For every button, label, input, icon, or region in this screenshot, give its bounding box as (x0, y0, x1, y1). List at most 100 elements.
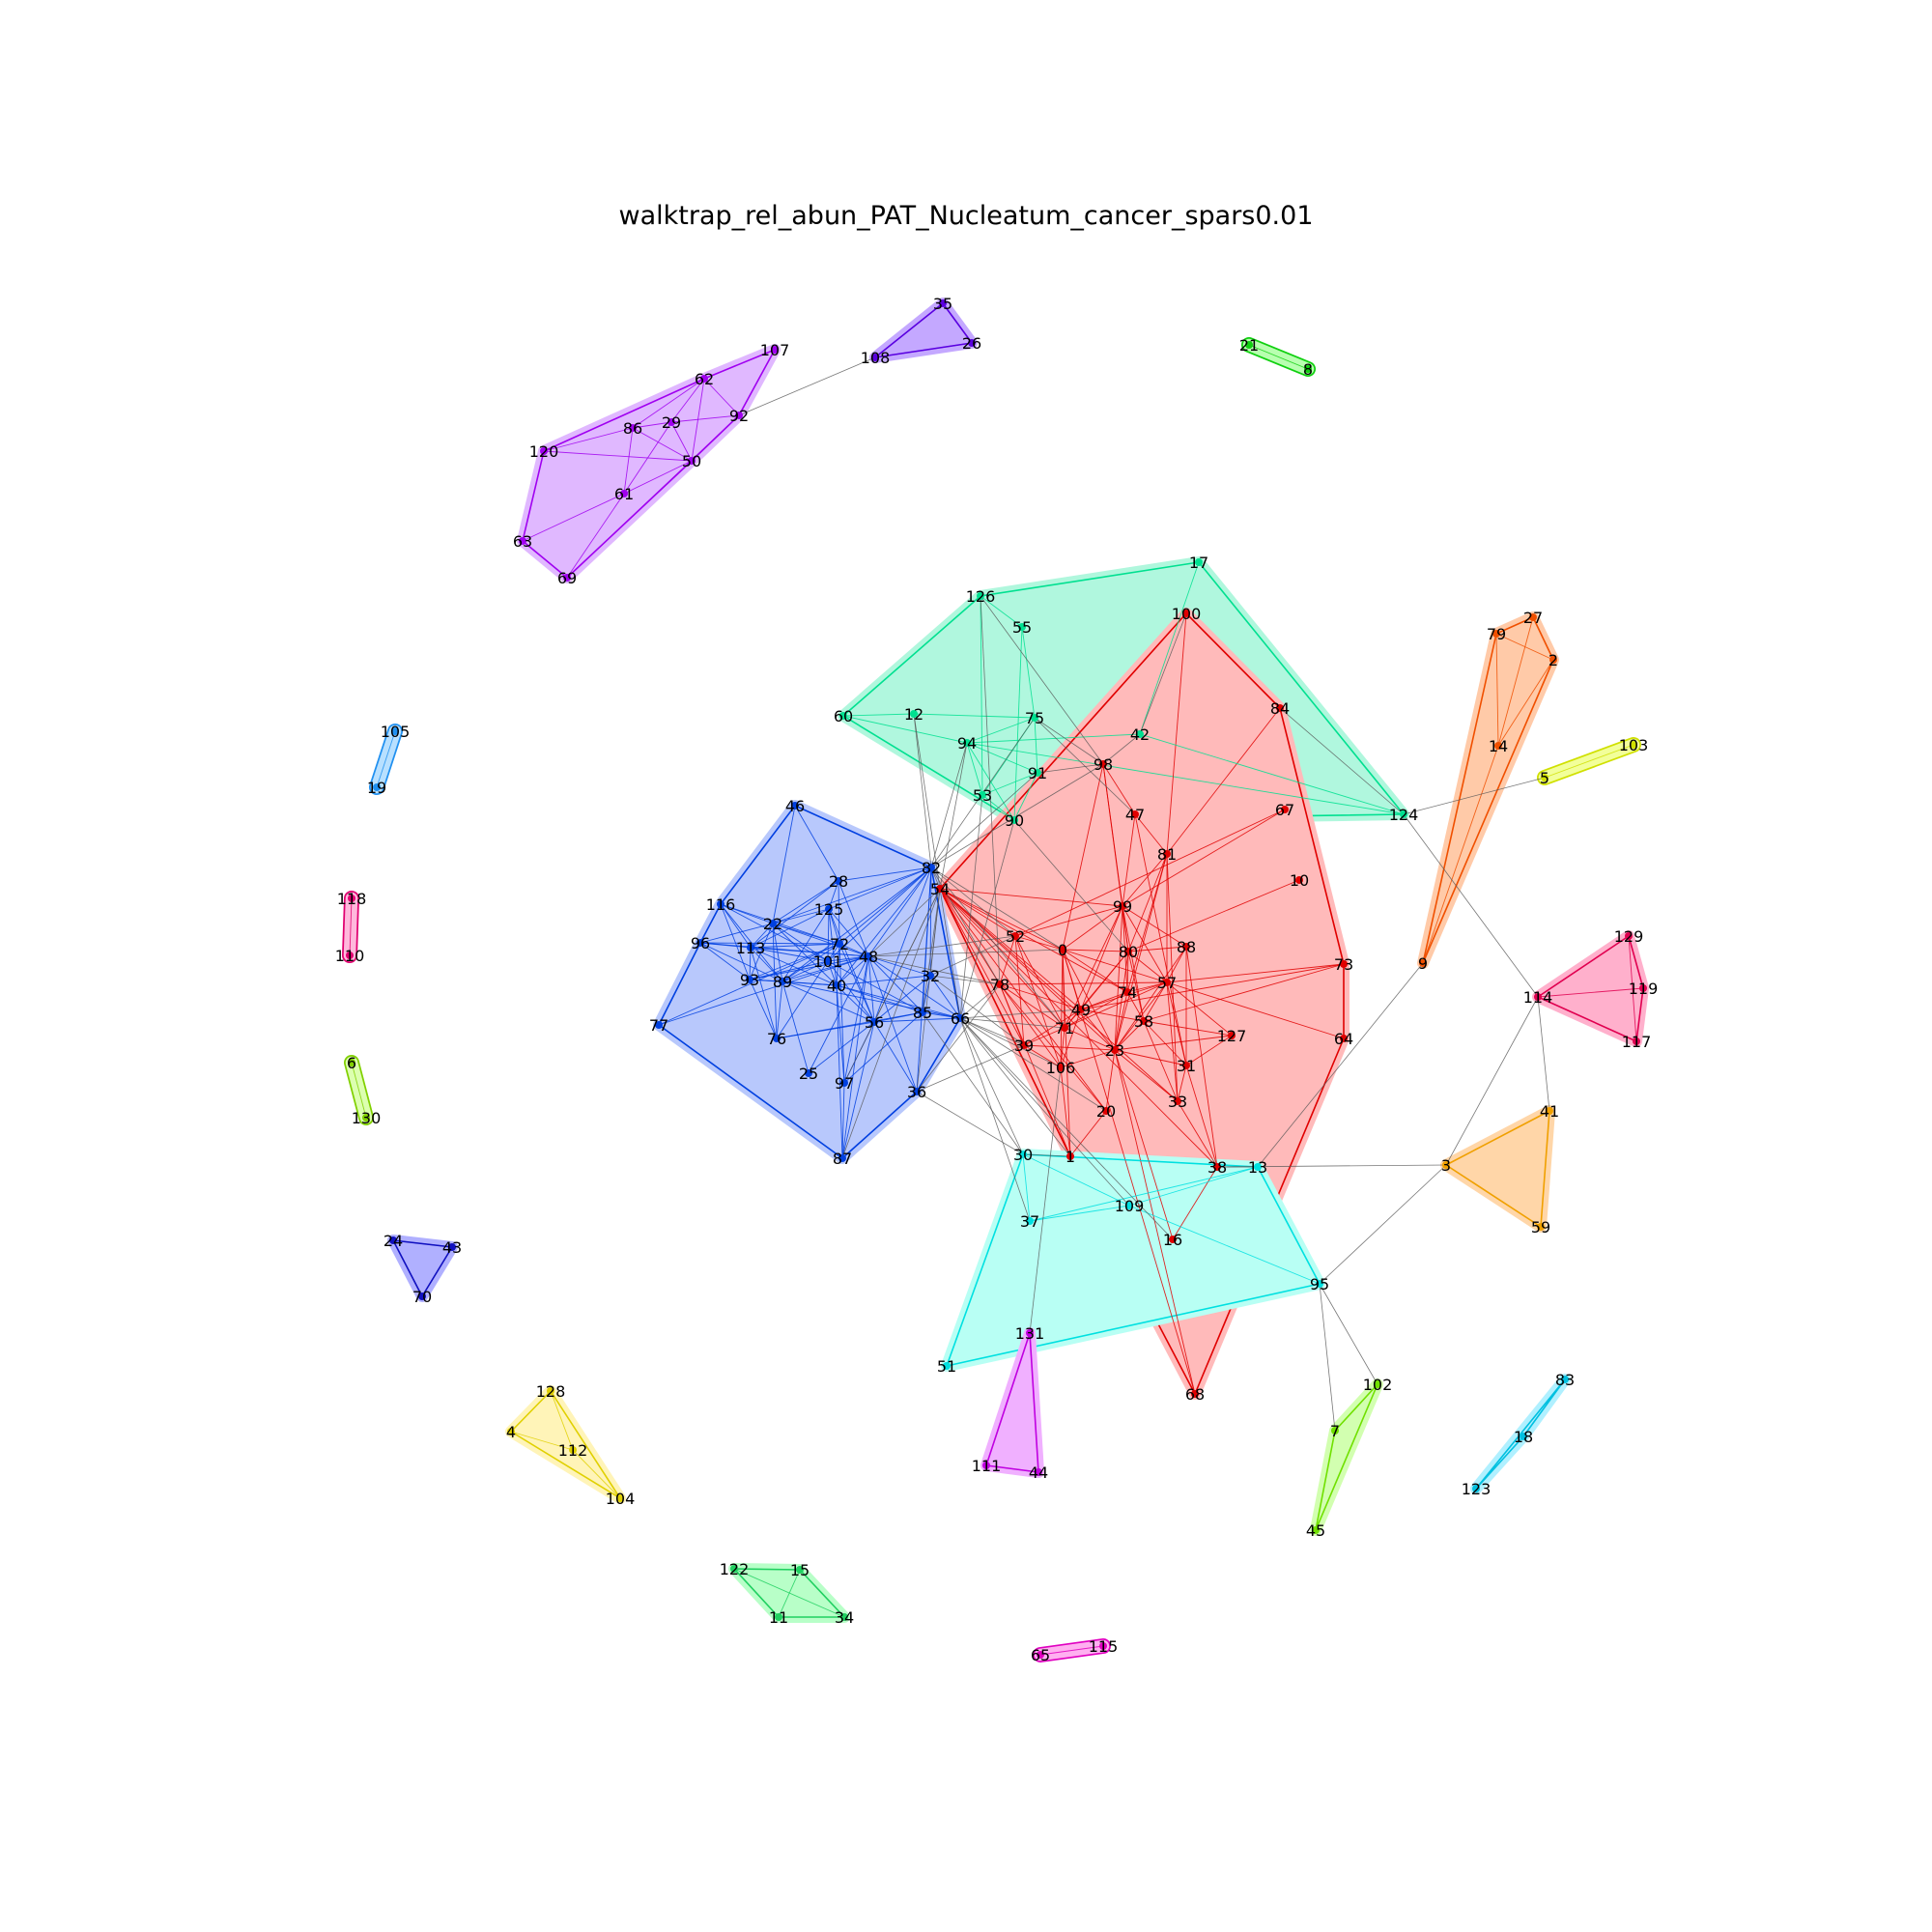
edge-118-110 (349, 897, 353, 956)
node-107 (771, 346, 779, 354)
node-label-108: 108 (861, 349, 891, 367)
cross-edge-91-98 (1037, 763, 1104, 774)
edge-80-74 (1126, 951, 1129, 993)
node-label-130: 130 (352, 1109, 382, 1127)
edge-122-11 (733, 1568, 780, 1618)
node-110 (346, 952, 354, 959)
node-78 (996, 980, 1004, 988)
node-label-103: 103 (1619, 736, 1649, 754)
edge-41-59 (1540, 1110, 1550, 1228)
node-103 (1630, 741, 1637, 749)
edge-89-76 (776, 980, 783, 1039)
edge-131-44 (1029, 1332, 1039, 1473)
edge-49-106 (1060, 1009, 1082, 1068)
node-label-20: 20 (1096, 1102, 1116, 1121)
node-1 (1066, 1152, 1074, 1160)
edge-4-112 (510, 1431, 574, 1451)
node-111 (982, 1462, 990, 1469)
node-87 (838, 1154, 846, 1162)
edge-41-3 (1445, 1110, 1550, 1166)
cross-edge-66-49 (959, 1009, 1082, 1019)
node-label-1: 1 (1065, 1148, 1075, 1166)
edge-40-56 (836, 984, 875, 1023)
node-label-118: 118 (337, 890, 367, 908)
edge-12-75 (913, 713, 1036, 719)
edge-101-76 (776, 960, 829, 1039)
edge-22-101 (772, 923, 829, 962)
edge-114-117 (1537, 996, 1637, 1042)
node-label-33: 33 (1168, 1093, 1187, 1111)
node-label-54: 54 (930, 880, 950, 898)
node-30 (1019, 1151, 1027, 1158)
cross-edge-66-39 (959, 1017, 1025, 1046)
node-47 (1131, 810, 1139, 818)
cross-edge-66-30 (959, 1017, 1024, 1155)
node-17 (1195, 558, 1203, 566)
node-label-83: 83 (1555, 1371, 1575, 1389)
cross-edge-30-1 (1022, 1153, 1071, 1157)
node-label-97: 97 (835, 1074, 854, 1093)
edge-77-72 (658, 943, 840, 1026)
node-label-69: 69 (557, 569, 577, 587)
edge-113-93 (749, 947, 752, 980)
node-26 (968, 339, 976, 347)
edge-116-96 (699, 903, 722, 944)
node-131 (1026, 1329, 1034, 1337)
edge-54-38 (939, 888, 1218, 1168)
edge-80-23 (1114, 951, 1129, 1051)
edge-7-45 (1315, 1430, 1336, 1531)
edge-71-78 (999, 983, 1065, 1029)
edge-23-33 (1114, 1049, 1179, 1102)
edge-80-57 (1127, 951, 1168, 983)
node-label-6: 6 (347, 1054, 356, 1072)
edge-113-48 (750, 947, 869, 957)
node-7 (1331, 1427, 1339, 1435)
edge-46-82 (794, 805, 932, 868)
edge-62-29 (670, 378, 705, 423)
node-label-60: 60 (834, 707, 853, 725)
edge-54-33 (939, 888, 1179, 1102)
edge-28-22 (772, 880, 839, 924)
edge-88-38 (1185, 946, 1218, 1168)
edge-0-57 (1062, 949, 1168, 983)
edge-60-90 (842, 715, 1015, 821)
node-98 (1099, 760, 1107, 768)
edge-6-130 (351, 1062, 367, 1119)
edge-83-18 (1522, 1378, 1566, 1437)
node-label-102: 102 (1363, 1376, 1393, 1394)
edge-99-71 (1064, 905, 1123, 1029)
edge-94-42 (966, 733, 1141, 744)
node-label-122: 122 (720, 1560, 750, 1578)
edge-105-19 (376, 730, 396, 788)
edge-73-49 (1080, 963, 1345, 1010)
cross-edge-66-109 (959, 1017, 1130, 1207)
node-label-43: 43 (442, 1238, 462, 1257)
edge-66-36 (916, 1017, 961, 1093)
edge-72-40 (836, 943, 840, 986)
node-label-17: 17 (1189, 554, 1208, 572)
edge-94-53 (966, 742, 983, 796)
edge-79-2 (1495, 633, 1554, 661)
node-label-66: 66 (951, 1009, 970, 1028)
edge-98-47 (1102, 763, 1136, 815)
edge-113-101 (750, 947, 829, 962)
edge-80-58 (1127, 951, 1145, 1022)
edge-126-53 (980, 595, 983, 796)
cross-edge-66-1 (959, 1017, 1071, 1157)
node-18 (1520, 1433, 1527, 1440)
edge-78-49 (999, 983, 1082, 1010)
edge-10-80 (1127, 879, 1300, 952)
node-106 (1057, 1064, 1065, 1071)
edge-99-49 (1080, 905, 1123, 1010)
edge-36-87 (841, 1091, 918, 1159)
edge-82-40 (836, 867, 932, 986)
edge-96-93 (699, 942, 751, 980)
node-4 (507, 1428, 515, 1435)
edge-30-37 (1022, 1153, 1031, 1222)
node-label-62: 62 (695, 370, 714, 388)
cross-edge-124-84 (1279, 707, 1405, 815)
node-label-16: 16 (1163, 1231, 1182, 1249)
edge-78-20 (999, 983, 1107, 1112)
node-label-91: 91 (1028, 764, 1047, 782)
edge-52-106 (1014, 935, 1062, 1068)
